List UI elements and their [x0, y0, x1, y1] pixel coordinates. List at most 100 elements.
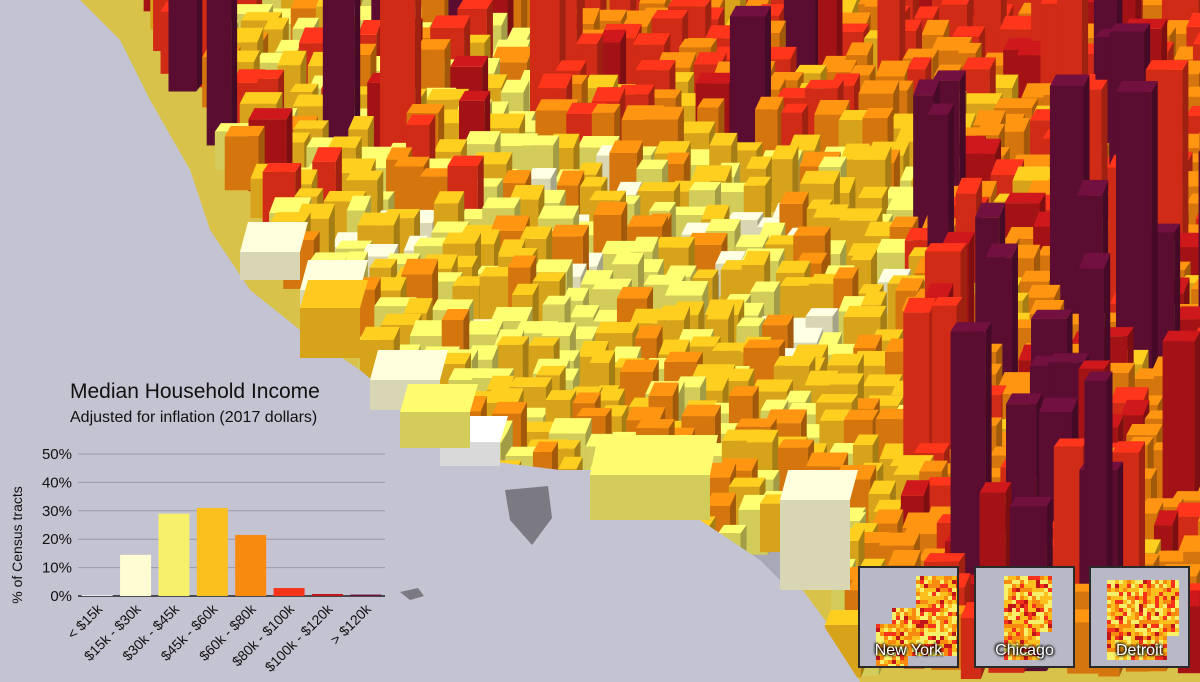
thumb-cell: [1115, 624, 1119, 628]
thumb-cell: [1167, 588, 1171, 592]
thumb-cell: [1016, 608, 1020, 612]
thumb-cell: [880, 644, 884, 648]
thumb-cell: [1131, 624, 1135, 628]
thumb-cell: [944, 608, 948, 612]
thumb-cell: [1143, 640, 1147, 644]
thumb-cell: [928, 644, 932, 648]
thumb-cell: [900, 632, 904, 636]
thumb-cell: [1167, 592, 1171, 596]
thumb-cell: [1016, 576, 1020, 580]
thumb-cell: [1123, 608, 1127, 612]
thumb-cell: [1115, 628, 1119, 632]
thumb-cell: [940, 600, 944, 604]
thumb-cell: [1044, 616, 1048, 620]
city-button-chicago[interactable]: Chicago: [974, 566, 1075, 668]
thumb-cell: [1036, 592, 1040, 596]
thumb-cell: [912, 632, 916, 636]
city-button-detroit[interactable]: Detroit: [1089, 566, 1190, 668]
thumb-cell: [1048, 620, 1052, 624]
thumb-cell: [908, 612, 912, 616]
thumb-cell: [912, 648, 916, 652]
thumb-cell: [896, 644, 900, 648]
thumb-cell: [1008, 612, 1012, 616]
thumb-cell: [1155, 636, 1159, 640]
thumb-cell: [1131, 632, 1135, 636]
thumb-cell: [1147, 648, 1151, 652]
thumb-cell: [1024, 600, 1028, 604]
thumb-cell: [1016, 620, 1020, 624]
thumb-cell: [908, 608, 912, 612]
thumb-cell: [1131, 636, 1135, 640]
thumb-cell: [1175, 588, 1179, 592]
thumb-cell: [1175, 604, 1179, 608]
thumb-cell: [1020, 652, 1024, 656]
thumb-cell: [1008, 580, 1012, 584]
thumb-cell: [1119, 620, 1123, 624]
thumb-cell: [1111, 656, 1115, 660]
thumb-cell: [1163, 656, 1167, 660]
thumb-cell: [1040, 604, 1044, 608]
thumb-cell: [1028, 640, 1032, 644]
thumb-cell: [880, 652, 884, 656]
thumb-cell: [892, 632, 896, 636]
thumb-cell: [880, 628, 884, 632]
thumb-cell: [1143, 628, 1147, 632]
thumb-cell: [1151, 612, 1155, 616]
thumb-cell: [1036, 616, 1040, 620]
thumb-cell: [1008, 652, 1012, 656]
thumb-cell: [1036, 620, 1040, 624]
thumb-cell: [904, 664, 908, 666]
city-button-new-york[interactable]: New York: [858, 566, 959, 668]
thumb-cell: [1044, 620, 1048, 624]
thumb-cell: [924, 608, 928, 612]
thumb-cell: [1016, 640, 1020, 644]
thumb-cell: [1032, 652, 1036, 656]
thumb-cell: [952, 616, 956, 620]
thumb-cell: [1020, 604, 1024, 608]
thumb-cell: [1147, 652, 1151, 656]
thumb-cell: [1107, 652, 1111, 656]
thumb-cell: [1004, 596, 1008, 600]
thumb-cell: [916, 624, 920, 628]
thumb-cell: [1123, 584, 1127, 588]
thumb-cell: [956, 604, 957, 608]
thumb-cell: [1135, 608, 1139, 612]
thumb-cell: [912, 644, 916, 648]
thumb-cell: [1175, 596, 1179, 600]
thumb-cell: [1151, 648, 1155, 652]
thumb-cell: [1012, 612, 1016, 616]
thumb-cell: [1135, 632, 1139, 636]
thumb-cell: [896, 612, 900, 616]
thumb-cell: [1036, 604, 1040, 608]
thumb-cell: [956, 640, 957, 644]
thumb-cell: [1135, 652, 1139, 656]
thumb-cell: [1111, 648, 1115, 652]
thumb-cell: [1032, 640, 1036, 644]
thumb-cell: [880, 632, 884, 636]
thumb-cell: [1115, 620, 1119, 624]
thumb-cell: [924, 596, 928, 600]
thumb-cell: [948, 624, 952, 628]
thumb-cell: [1036, 628, 1040, 632]
thumb-cell: [904, 632, 908, 636]
city-label-new-york: New York: [874, 642, 943, 659]
thumb-cell: [916, 576, 920, 580]
thumb-cell: [944, 580, 948, 584]
thumb-cell: [1115, 596, 1119, 600]
thumb-cell: [1119, 608, 1123, 612]
thumb-cell: [1028, 592, 1032, 596]
thumb-cell: [1143, 656, 1147, 660]
thumb-cell: [948, 584, 952, 588]
thumb-cell: [876, 648, 880, 652]
thumb-cell: [920, 604, 924, 608]
thumb-cell: [1123, 596, 1127, 600]
thumb-cell: [1024, 608, 1028, 612]
thumb-cell: [1139, 608, 1143, 612]
y-tick-label: 10%: [42, 560, 72, 577]
thumb-cell: [1155, 652, 1159, 656]
thumb-cell: [1044, 624, 1048, 628]
thumb-cell: [892, 652, 896, 656]
thumb-cell: [1159, 632, 1163, 636]
